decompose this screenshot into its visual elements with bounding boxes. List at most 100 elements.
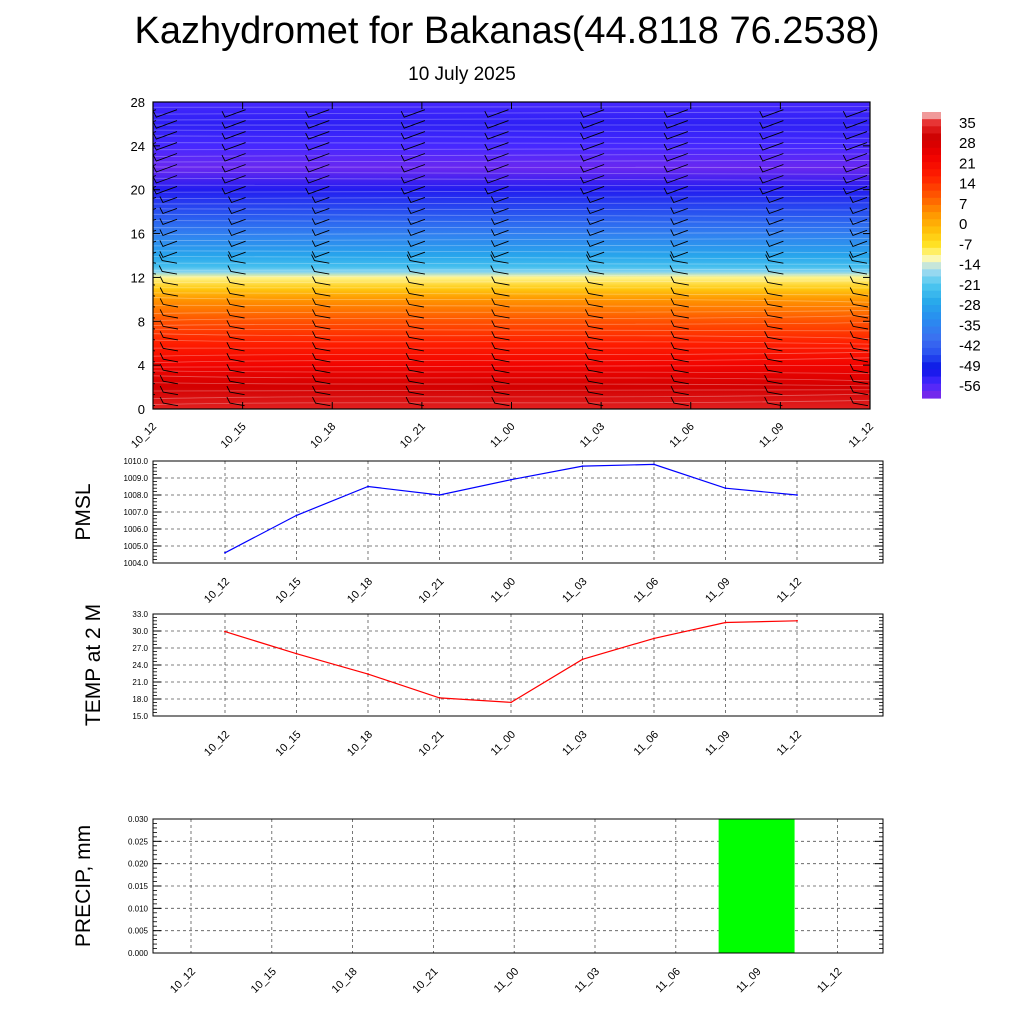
- isotherm-line: [153, 304, 870, 308]
- y-tick-label: 1004.0: [124, 559, 149, 568]
- wind-barb: [484, 131, 509, 140]
- chart-title: Kazhydromet for Bakanas(44.8118 76.2538): [134, 10, 880, 52]
- x-tick-label: 10_12: [202, 729, 232, 759]
- wind-barb: [407, 251, 426, 258]
- wind-barb: [159, 276, 179, 286]
- wind-barb: [764, 342, 783, 352]
- wind-barb: [405, 352, 424, 363]
- wind-barb: [305, 175, 330, 184]
- isotherm-line: [153, 315, 870, 321]
- wind-barb: [849, 320, 869, 330]
- wind-barb: [400, 142, 426, 151]
- wind-barb: [584, 363, 604, 374]
- wind-barb: [670, 352, 689, 363]
- wind-barb: [159, 396, 179, 407]
- isotherm-line: [153, 322, 870, 326]
- colorbar-segment: [922, 362, 941, 370]
- wind-barb: [227, 265, 246, 275]
- data-point: [367, 485, 369, 488]
- wind-barb: [311, 251, 330, 258]
- isotherm-line: [153, 333, 870, 339]
- wind-barb: [405, 374, 424, 385]
- wind-barb: [226, 298, 245, 308]
- wind-barb: [670, 229, 688, 236]
- y-tick-label: 33.0: [132, 610, 148, 619]
- y-tick-label: 1007.0: [124, 508, 149, 517]
- isotherm-line: [153, 142, 870, 144]
- wind-barb: [491, 363, 510, 374]
- colorbar-segment: [922, 154, 941, 163]
- x-tick-label: 10_21: [410, 966, 440, 996]
- wind-barb: [159, 374, 179, 385]
- colorbar-segment: [922, 326, 941, 335]
- colorbar-segment: [922, 204, 941, 213]
- wind-barb: [663, 164, 688, 173]
- wind-barb: [670, 298, 689, 308]
- wind-barb: [311, 254, 330, 264]
- wind-barb: [670, 385, 689, 396]
- colorbar-segment: [922, 190, 941, 199]
- colorbar-segment: [922, 262, 941, 270]
- wind-barb: [159, 352, 179, 363]
- colorbar: 35 28 21 14 7 0 -7 -14 -21 -28 -35 -42 -49 -56: [922, 112, 981, 399]
- x-tick-label: 11_03: [560, 576, 590, 606]
- colorbar-segment: [922, 197, 941, 206]
- wind-barb: [159, 342, 179, 352]
- wind-barb: [491, 298, 510, 308]
- wind-barb: [764, 374, 783, 385]
- y-tick-label: 0.030: [128, 815, 149, 824]
- wind-barb: [765, 196, 784, 204]
- isotherm-line: [153, 328, 870, 332]
- wind-barb: [663, 185, 688, 195]
- wind-barb: [158, 265, 178, 275]
- wind-barb: [228, 207, 246, 215]
- colorbar-segment: [922, 219, 941, 227]
- data-point: [581, 465, 584, 467]
- data-point: [438, 494, 441, 496]
- wind-barb: [400, 109, 426, 118]
- y-tick-label: 20: [131, 183, 145, 198]
- x-tick-label: 11_09: [703, 729, 733, 759]
- colorbar-segment: [922, 376, 941, 385]
- wind-barb: [765, 251, 784, 258]
- wind-barb: [312, 342, 331, 352]
- y-tick-label: 1008.0: [124, 491, 149, 500]
- wind-barb: [842, 131, 868, 140]
- colorbar-label: -49: [959, 358, 981, 375]
- colorbar-label: -21: [959, 277, 981, 294]
- temp-2m-panel: 15.0 18.0 21.0 24.0 27.0 30.0 33.0 10_12 10_15 10…: [82, 604, 884, 759]
- wind-barb: [765, 254, 784, 264]
- wind-barb: [221, 185, 246, 195]
- wind-barb: [759, 153, 784, 162]
- wind-barb: [159, 287, 179, 297]
- wind-barb: [312, 276, 331, 286]
- wind-barb: [842, 185, 868, 195]
- isotherm-line: [153, 297, 870, 303]
- colorbar-segment: [922, 340, 941, 349]
- isotherm-line: [153, 310, 870, 314]
- wind-barb: [849, 352, 869, 363]
- wind-barb: [490, 196, 509, 204]
- isotherm-line: [153, 375, 870, 382]
- x-tick-label: 11_03: [578, 421, 608, 451]
- wind-barb: [585, 265, 605, 275]
- wind-barb: [842, 164, 868, 173]
- wind-barb: [405, 396, 424, 407]
- isotherm-line: [153, 351, 870, 357]
- isotherm-line: [153, 166, 870, 168]
- x-tick-label: 11_06: [653, 966, 683, 996]
- wind-barb: [226, 374, 245, 385]
- wind-barb: [670, 374, 689, 385]
- wind-barb: [584, 309, 604, 319]
- x-tick-label: 11_06: [632, 729, 662, 759]
- wind-barb: [490, 207, 509, 215]
- colorbar-segment: [922, 112, 941, 120]
- wind-barb: [312, 385, 331, 396]
- colorbar-segment: [922, 333, 941, 342]
- colorbar-segment: [922, 312, 941, 320]
- wind-barb: [311, 229, 330, 236]
- wind-barb: [484, 175, 509, 184]
- wind-barb: [226, 363, 245, 374]
- wind-barb: [849, 396, 869, 407]
- wind-barb: [842, 109, 868, 118]
